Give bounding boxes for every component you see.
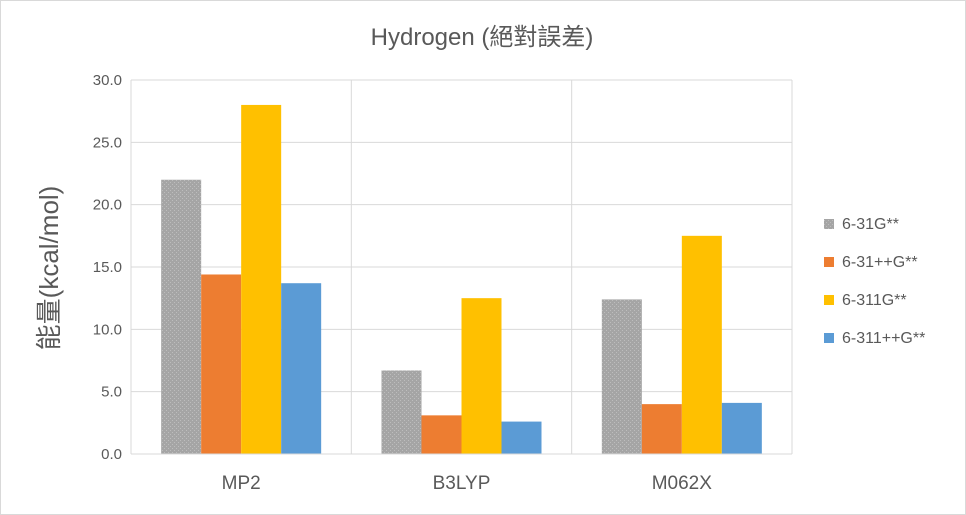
- bar: [281, 283, 322, 454]
- legend-label: 6-31G**: [842, 216, 899, 233]
- legend-swatch: [824, 333, 834, 343]
- bar: [721, 402, 762, 454]
- y-axis-label: 能量(kcal/mol): [34, 186, 64, 351]
- bars-group: [161, 104, 762, 454]
- bar: [241, 104, 282, 454]
- legend-label: 6-31++G**: [842, 254, 918, 271]
- legend-swatch: [824, 295, 834, 305]
- legend-swatch: [824, 257, 834, 267]
- x-tick-label: MP2: [222, 473, 261, 494]
- bar: [501, 421, 542, 454]
- legend: 6-31G** 6-31++G** 6-311G** 6-311++G**: [824, 216, 925, 347]
- legend-swatch: [824, 219, 834, 229]
- bar: [681, 235, 722, 454]
- x-tick-label: M062X: [652, 473, 713, 494]
- bar: [161, 179, 202, 454]
- chart-title: Hydrogen (絕對誤差): [371, 24, 594, 51]
- y-tick-label: 0.0: [101, 446, 122, 463]
- bar: [421, 415, 462, 454]
- legend-label: 6-311G**: [842, 292, 907, 309]
- legend-label: 6-311++G**: [842, 330, 925, 347]
- y-tick-label: 5.0: [101, 384, 122, 401]
- bar: [201, 274, 242, 454]
- bar: [461, 298, 502, 454]
- y-tick-label: 20.0: [93, 197, 122, 214]
- y-tick-label: 25.0: [93, 134, 122, 151]
- y-tick-label: 15.0: [93, 259, 122, 276]
- axes-group: 0.0 5.0 10.0 15.0 20.0 25.0 30.0 MP2 B3LYP M062X: [93, 72, 792, 494]
- bar: [601, 299, 642, 454]
- bar: [641, 404, 682, 454]
- y-tick-label: 30.0: [93, 72, 122, 89]
- y-tick-label: 10.0: [93, 321, 122, 338]
- x-tick-label: B3LYP: [433, 473, 491, 494]
- bar: [381, 370, 422, 454]
